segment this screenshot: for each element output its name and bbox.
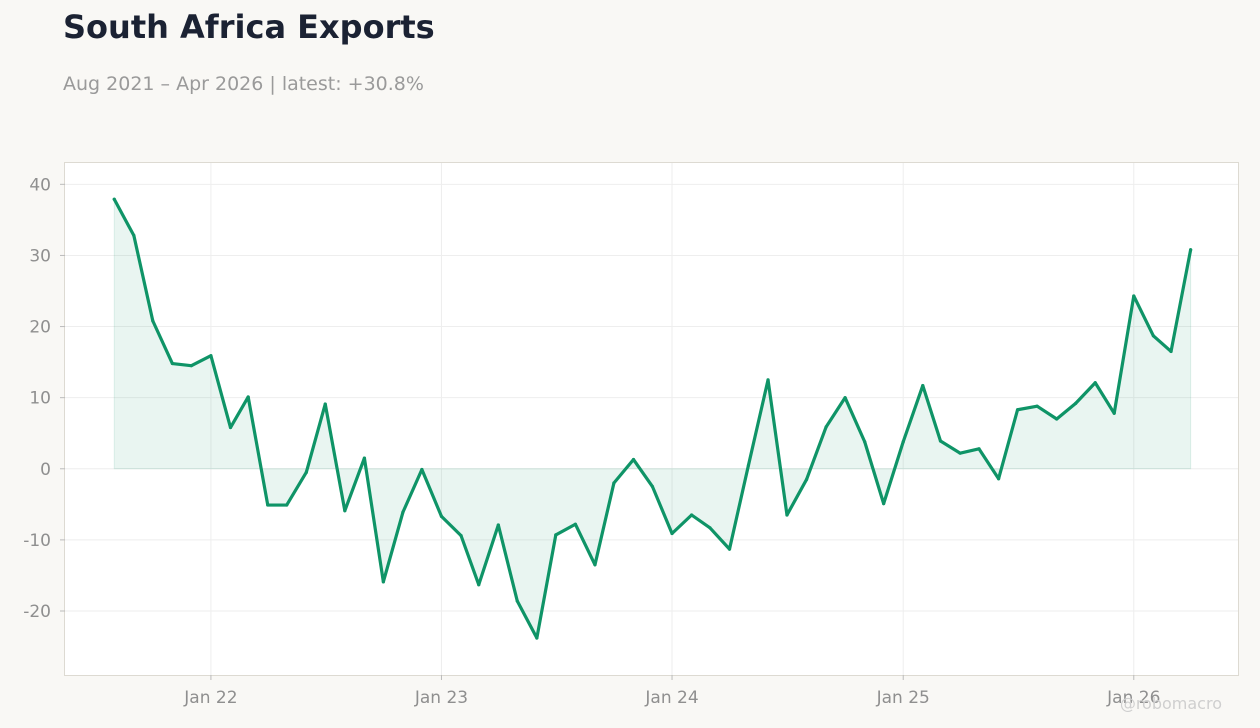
data-point bbox=[1132, 294, 1136, 298]
data-point bbox=[285, 503, 289, 507]
data-point bbox=[323, 402, 327, 406]
data-point bbox=[573, 522, 577, 526]
y-tick-label: -20 bbox=[23, 602, 51, 622]
y-tick-label: 30 bbox=[29, 246, 51, 266]
data-point bbox=[459, 534, 463, 538]
data-point bbox=[921, 383, 925, 388]
data-point bbox=[439, 514, 444, 519]
data-point bbox=[362, 456, 367, 460]
data-point bbox=[1151, 334, 1155, 338]
data-point bbox=[727, 547, 732, 551]
data-point bbox=[401, 510, 405, 514]
data-point bbox=[1093, 381, 1097, 385]
data-point bbox=[1015, 408, 1020, 412]
data-point bbox=[132, 233, 136, 238]
data-point bbox=[901, 440, 905, 444]
x-tick-label: Jan 24 bbox=[644, 688, 698, 708]
x-tick-label: Jan 26 bbox=[1106, 688, 1160, 708]
data-point bbox=[690, 513, 694, 517]
data-point bbox=[631, 457, 636, 462]
y-tick-label: 40 bbox=[29, 175, 51, 195]
data-point bbox=[381, 580, 385, 584]
data-point bbox=[170, 361, 174, 366]
plot-area bbox=[64, 162, 1239, 676]
data-point bbox=[746, 463, 751, 467]
data-point bbox=[246, 395, 250, 399]
x-tick-label: Jan 22 bbox=[183, 688, 237, 708]
data-point bbox=[554, 533, 558, 537]
data-point bbox=[670, 531, 674, 536]
y-tick-label: 10 bbox=[29, 389, 51, 409]
y-tick-label: 20 bbox=[29, 318, 51, 338]
chart-title: South Africa Exports bbox=[63, 8, 435, 46]
data-point bbox=[593, 563, 597, 567]
data-point bbox=[189, 364, 193, 368]
data-point bbox=[612, 481, 616, 485]
data-point bbox=[863, 440, 867, 444]
data-point bbox=[1169, 349, 1173, 354]
x-axis-ticks: Jan 22 Jan 23 Jan 24 Jan 25 Jan 26 bbox=[183, 675, 1160, 708]
data-point bbox=[1189, 248, 1193, 252]
x-tick-label: Jan 23 bbox=[414, 688, 468, 708]
data-point bbox=[882, 502, 886, 506]
data-point bbox=[1055, 417, 1059, 421]
y-tick-label: -10 bbox=[23, 531, 51, 551]
data-point bbox=[228, 425, 233, 430]
data-point bbox=[650, 484, 655, 489]
data-point bbox=[938, 439, 943, 443]
data-point bbox=[766, 378, 770, 382]
data-point bbox=[824, 425, 828, 429]
series-points bbox=[112, 197, 1193, 640]
data-point bbox=[477, 583, 481, 587]
data-point bbox=[420, 467, 424, 472]
data-point bbox=[1112, 411, 1116, 415]
data-point bbox=[804, 477, 809, 482]
watermark: @robomacro bbox=[1119, 694, 1222, 713]
data-point bbox=[1035, 404, 1039, 408]
data-point bbox=[112, 197, 116, 201]
data-point bbox=[515, 599, 519, 603]
data-point bbox=[304, 470, 308, 474]
data-point bbox=[958, 451, 962, 455]
data-point bbox=[843, 396, 847, 400]
y-axis-ticks: -20 -10 0 10 20 30 40 bbox=[23, 175, 65, 622]
data-point bbox=[535, 636, 539, 640]
data-point bbox=[708, 526, 712, 530]
data-point bbox=[496, 523, 500, 527]
data-point bbox=[997, 477, 1001, 481]
data-point bbox=[977, 447, 981, 451]
data-point bbox=[151, 319, 155, 323]
data-point bbox=[266, 503, 270, 507]
data-point bbox=[1074, 401, 1078, 405]
chart-subtitle: Aug 2021 – Apr 2026 | latest: +30.8% bbox=[63, 73, 424, 95]
data-point bbox=[209, 354, 213, 358]
data-point bbox=[785, 513, 789, 517]
data-point bbox=[343, 509, 347, 513]
y-tick-label: 0 bbox=[40, 460, 51, 480]
x-tick-label: Jan 25 bbox=[876, 688, 930, 708]
